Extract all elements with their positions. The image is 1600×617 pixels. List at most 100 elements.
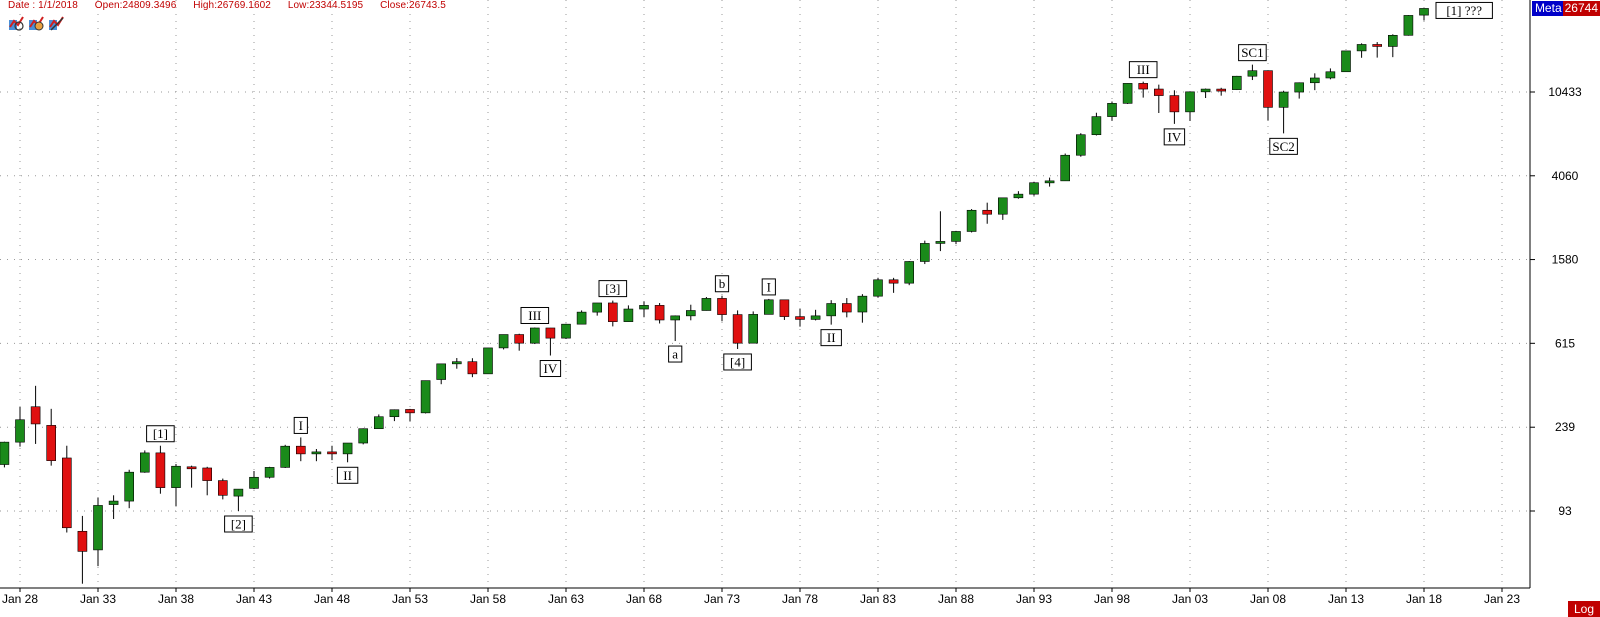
log-scale-toggle[interactable]: Log — [1568, 601, 1600, 617]
candle-body-up — [498, 334, 509, 349]
candle-body-down — [982, 209, 993, 215]
candle-body-up — [342, 442, 353, 455]
candle — [670, 315, 681, 342]
candle — [951, 230, 961, 245]
candle — [249, 470, 259, 490]
candle — [46, 408, 57, 466]
candle — [857, 294, 868, 323]
candle — [1263, 70, 1273, 121]
wave-label: [4] — [723, 353, 752, 371]
wave-annotations: [1][2]IIIIIIIV[3]ab[4]IIIIIIIVSC1SC2[1] … — [146, 1, 1493, 533]
chart-toolbar — [8, 15, 64, 31]
candle-body-up — [1076, 134, 1086, 156]
x-tick-label: Jan 33 — [80, 592, 116, 606]
last-price-badge: Meta 26744 — [1531, 1, 1600, 16]
wave-label-box — [520, 306, 550, 324]
wave-label-box — [598, 280, 628, 298]
candle-body-down — [405, 409, 415, 414]
candle-body-up — [1419, 8, 1429, 16]
candle-body-up — [748, 314, 759, 344]
candle — [576, 310, 587, 325]
candle-body-up — [451, 361, 462, 365]
candle — [1107, 101, 1117, 121]
x-tick-label: Jan 73 — [704, 592, 740, 606]
wave-label: III — [1128, 61, 1158, 79]
x-tick-label: Jan 23 — [1484, 592, 1520, 606]
candle-body-up — [108, 500, 119, 505]
candle — [218, 478, 228, 500]
candle-body-down — [1372, 44, 1382, 47]
wave-label-box — [336, 466, 359, 484]
wave-label: [1] ??? — [1435, 1, 1493, 19]
chart-tool-icon-3[interactable] — [48, 15, 64, 31]
candle-body-up — [1060, 154, 1070, 182]
wave-label-text: b — [719, 276, 726, 291]
candle-body-down — [795, 316, 805, 320]
y-tick-label: 239 — [1555, 420, 1575, 434]
candle-body-up — [1278, 91, 1289, 108]
x-tick-label: Jan 13 — [1328, 592, 1364, 606]
candle — [1138, 81, 1148, 98]
x-tick-label: Jan 63 — [548, 592, 584, 606]
candle — [1310, 73, 1320, 91]
candle-body-down — [202, 467, 212, 481]
wave-label: IV — [539, 360, 562, 378]
candle — [233, 488, 244, 511]
candle — [467, 358, 478, 378]
candle — [1013, 191, 1024, 199]
candle-body-down — [888, 279, 899, 284]
wave-label-box — [761, 278, 776, 296]
candle — [982, 202, 993, 224]
candle — [373, 414, 384, 430]
candle-body-up — [592, 302, 603, 313]
candle — [701, 297, 712, 311]
candle — [1216, 87, 1226, 96]
wave-label: b — [714, 275, 730, 293]
x-tick-label: Jan 93 — [1016, 592, 1052, 606]
candle-body-up — [280, 445, 291, 468]
candle-body-down — [1154, 88, 1164, 96]
x-tick-label: Jan 43 — [236, 592, 272, 606]
chart-tool-icon-2[interactable] — [28, 15, 44, 31]
candle — [327, 445, 337, 461]
candle-body-up — [701, 298, 712, 311]
candle — [1060, 153, 1070, 182]
wave-label-text: III — [528, 308, 541, 323]
candle — [779, 299, 790, 320]
wave-label: IV — [1163, 128, 1186, 146]
candle-body-up — [904, 261, 915, 284]
candle-body-up — [935, 241, 946, 244]
candle-series — [0, 8, 1429, 584]
candle-body-up — [483, 347, 493, 375]
chart-tool-icon-1[interactable] — [8, 15, 24, 31]
wave-label: SC1 — [1238, 44, 1267, 62]
candle — [873, 277, 883, 298]
y-tick-label: 1580 — [1552, 253, 1579, 267]
x-tick-label: Jan 68 — [626, 592, 662, 606]
candle — [108, 495, 119, 519]
candle — [1076, 133, 1086, 157]
wave-label-box — [539, 360, 562, 378]
candle-body-up — [810, 315, 821, 320]
wave-label: SC2 — [1269, 137, 1298, 155]
wave-label-text: a — [672, 347, 678, 362]
candle — [545, 327, 556, 356]
info-date: Date : 1/1/2018 — [8, 0, 78, 11]
wave-label: I — [293, 416, 308, 434]
wave-label-box — [1128, 61, 1158, 79]
info-high: High:26769.1602 — [193, 0, 271, 11]
candle — [93, 497, 103, 567]
wave-label-box — [1435, 1, 1493, 19]
candle — [623, 305, 634, 322]
candle-body-down — [186, 466, 197, 470]
candle — [140, 450, 150, 473]
candle-body-down — [654, 305, 665, 321]
candle — [405, 408, 415, 422]
wave-label-text: [1] ??? — [1446, 3, 1482, 18]
wave-label-text: IV — [544, 361, 558, 376]
candle — [1169, 90, 1180, 124]
candle — [919, 240, 930, 265]
candle-body-up — [670, 315, 681, 321]
x-tick-label: Jan 18 — [1406, 592, 1442, 606]
